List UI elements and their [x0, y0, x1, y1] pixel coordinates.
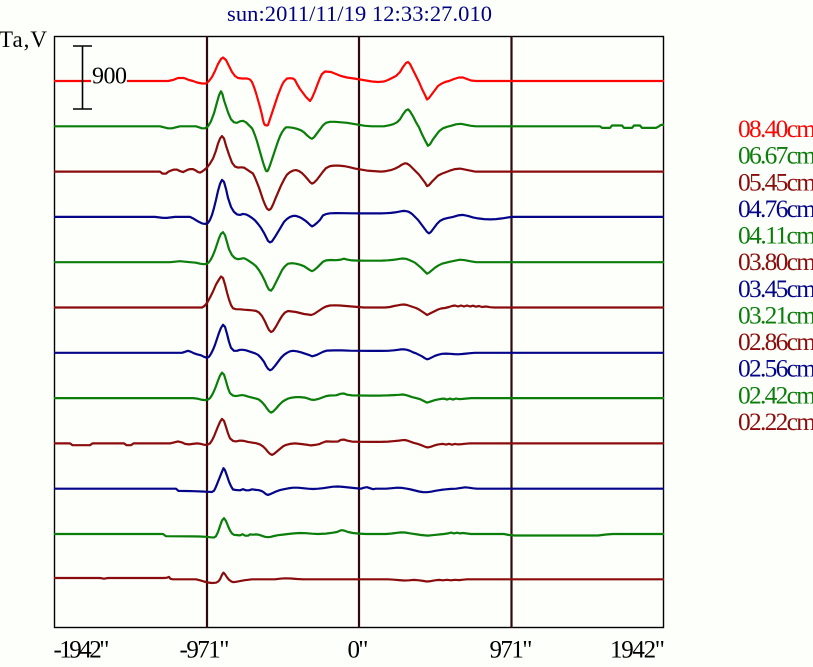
svg-text:03.45cm: 03.45cm: [738, 275, 813, 303]
svg-text:04.76cm: 04.76cm: [738, 195, 813, 223]
svg-text:900: 900: [92, 64, 127, 90]
svg-text:03.80cm: 03.80cm: [738, 248, 813, 276]
svg-text:06.67cm: 06.67cm: [738, 142, 813, 170]
svg-text:Ta,V: Ta,V: [0, 27, 47, 52]
svg-text:0": 0": [348, 637, 369, 663]
svg-text:-971": -971": [180, 637, 230, 663]
svg-text:1942": 1942": [610, 637, 665, 663]
svg-text:05.45cm: 05.45cm: [738, 168, 813, 196]
svg-text:02.42cm: 02.42cm: [738, 381, 813, 409]
svg-text:-1942": -1942": [54, 637, 110, 663]
svg-text:02.56cm: 02.56cm: [738, 355, 813, 383]
svg-text:03.21cm: 03.21cm: [738, 302, 813, 330]
svg-text:02.86cm: 02.86cm: [738, 328, 813, 356]
svg-text:04.11cm: 04.11cm: [738, 222, 813, 250]
svg-text:08.40cm: 08.40cm: [738, 115, 813, 143]
svg-text:02.22cm: 02.22cm: [738, 408, 813, 436]
svg-text:sun:2011/11/19 12:33:27.010: sun:2011/11/19 12:33:27.010: [227, 1, 492, 26]
svg-text:971": 971": [490, 637, 533, 663]
